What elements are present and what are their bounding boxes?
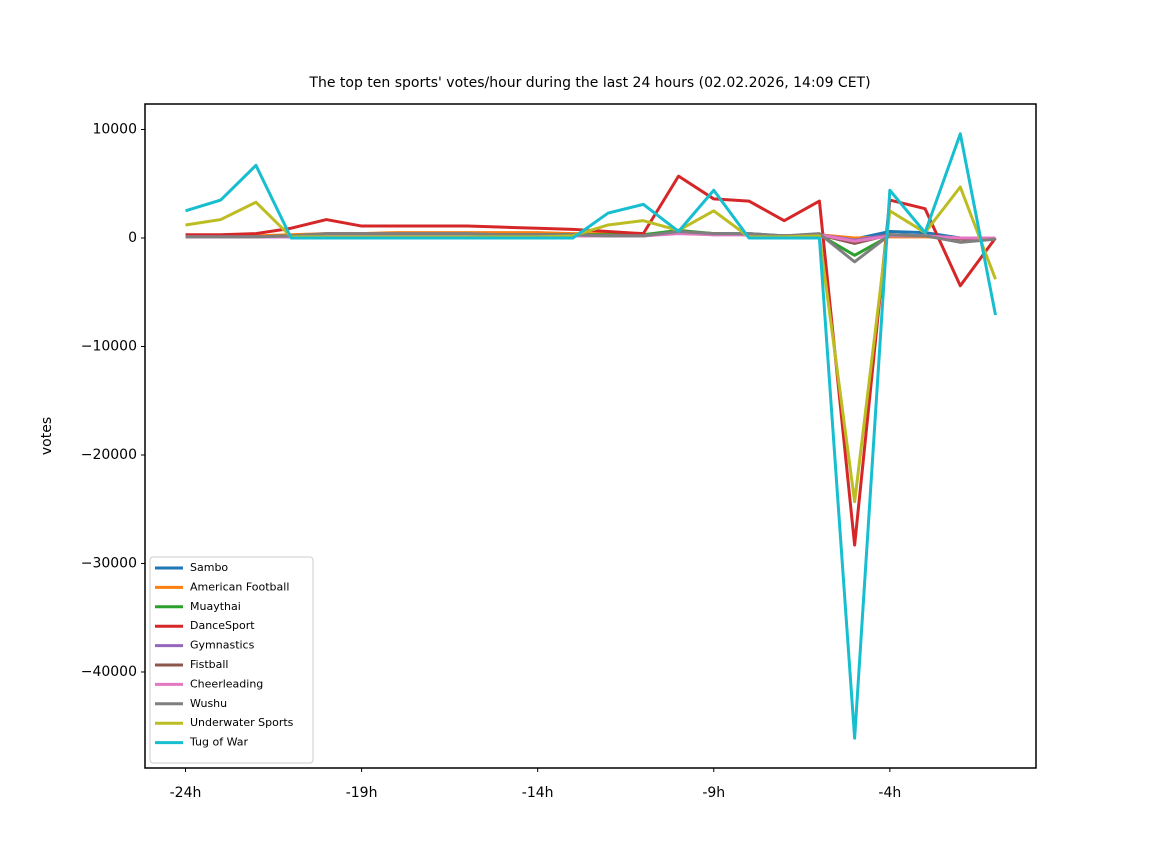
y-tick-label: −30000 (81, 555, 137, 571)
y-tick-label: −10000 (81, 338, 137, 354)
legend-label: Wushu (190, 697, 227, 710)
y-tick-label: 10000 (92, 121, 137, 137)
y-tick-label: −40000 (81, 664, 137, 680)
x-tick-label: -9h (702, 785, 725, 801)
legend-label: Cheerleading (190, 677, 263, 690)
legend-label: Underwater Sports (190, 716, 294, 729)
plot-frame (144, 103, 1037, 769)
legend-box (149, 556, 314, 764)
y-tick-label: 0 (128, 230, 137, 246)
legend-label: DanceSport (190, 619, 255, 632)
legend-label: Sambo (190, 561, 228, 574)
legend-label: American Football (190, 580, 289, 593)
series-line (185, 229, 996, 264)
legend-label: Tug of War (189, 736, 249, 749)
series-line (185, 132, 997, 740)
x-tick-label: -24h (170, 785, 202, 801)
y-tick-label: −20000 (81, 447, 137, 463)
x-tick-label: -4h (878, 785, 901, 801)
x-tick-label: -14h (522, 785, 554, 801)
legend-label: Gymnastics (190, 639, 255, 652)
legend-label: Fistball (190, 658, 228, 671)
y-axis-label: votes (39, 417, 55, 455)
x-tick-label: -19h (346, 785, 378, 801)
chart-title: The top ten sports' votes/hour during th… (308, 75, 870, 91)
legend-label: Muaythai (190, 600, 241, 613)
